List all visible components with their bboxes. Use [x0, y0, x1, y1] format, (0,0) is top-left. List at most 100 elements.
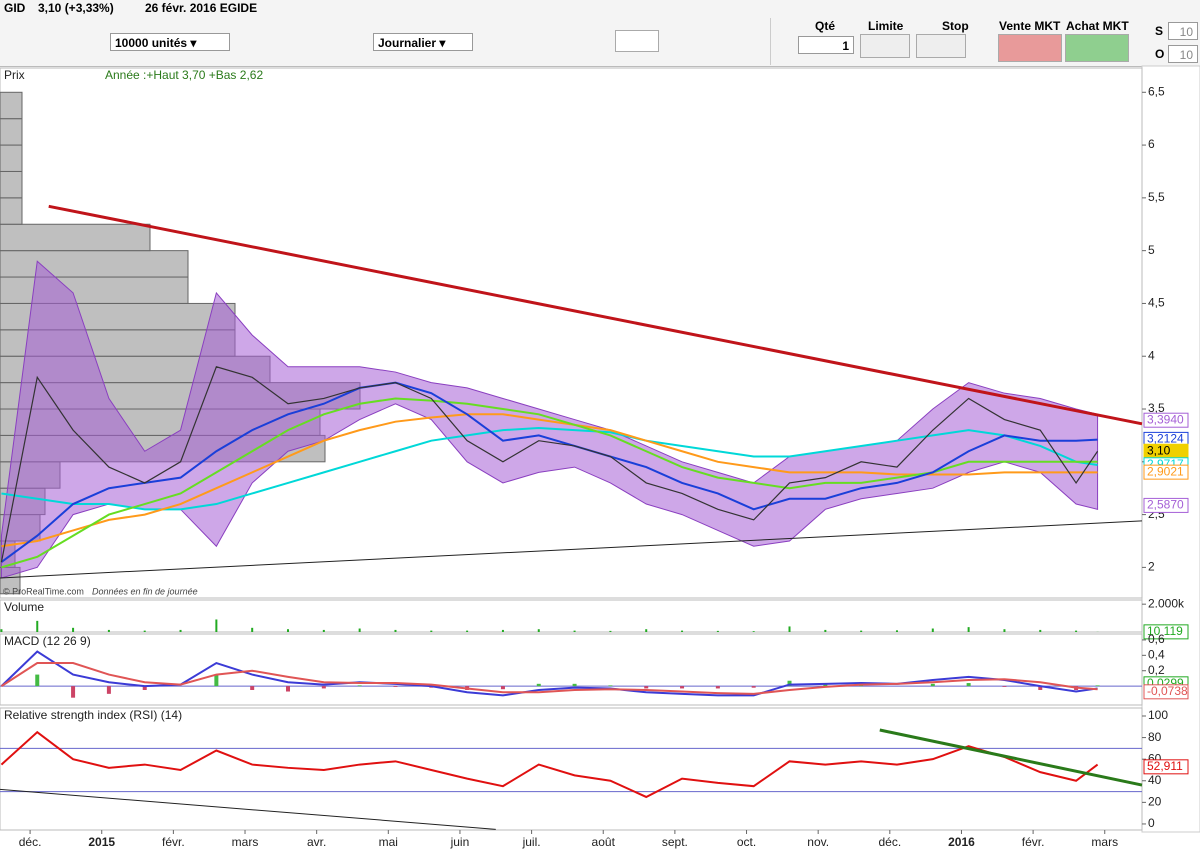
- qty-input[interactable]: 1: [798, 36, 854, 54]
- chart-type-button[interactable]: [615, 30, 659, 52]
- volume-bar: [1003, 629, 1006, 632]
- x-tick-label: oct.: [737, 835, 756, 849]
- volume-bar: [107, 629, 110, 632]
- sell-button[interactable]: [998, 34, 1062, 62]
- macd-histogram: [286, 686, 291, 692]
- value-badge-label: 3,2124: [1147, 432, 1184, 446]
- o-input[interactable]: 10: [1168, 45, 1198, 63]
- volume-bar: [931, 628, 934, 632]
- value-badge: [1143, 684, 1189, 700]
- value-badge-label: 52,911: [1147, 759, 1183, 773]
- y-tick-label: 5: [1148, 243, 1155, 257]
- credit: © ProRealTime.com: [3, 586, 84, 596]
- y-tick-label: 80: [1148, 730, 1162, 744]
- panel-title: Prix: [4, 68, 25, 82]
- symbol: GID: [4, 1, 26, 15]
- volume-bar: [788, 626, 791, 632]
- x-tick-label: nov.: [807, 835, 829, 849]
- series-line: [0, 381, 1098, 563]
- panel-title: Volume: [4, 600, 44, 614]
- x-tick-label: 2016: [948, 835, 975, 849]
- volume-bar: [215, 619, 218, 632]
- volume-bar: [967, 627, 970, 632]
- volume-bar: [573, 630, 576, 632]
- y-tick-label: 2.000k: [1148, 596, 1185, 610]
- macd-histogram: [106, 686, 111, 694]
- macd-histogram: [250, 686, 255, 690]
- s-label: S: [1155, 24, 1164, 38]
- s-input[interactable]: 10: [1168, 22, 1198, 40]
- value-badge-label: 10 119: [1147, 624, 1183, 638]
- x-tick-label: déc.: [19, 835, 42, 849]
- macd-histogram: [608, 685, 613, 687]
- macd-histogram: [214, 674, 219, 687]
- trendline: [0, 788, 496, 830]
- volume-bar: [752, 631, 755, 632]
- volume-bar: [143, 630, 146, 632]
- volume-bar: [179, 629, 182, 632]
- macd-histogram: [966, 683, 971, 687]
- series-line: [0, 662, 1098, 695]
- volume-bar: [251, 627, 254, 632]
- x-tick-label: févr.: [1022, 835, 1045, 849]
- period-select[interactable]: Journalier ▾: [373, 33, 473, 51]
- y-tick-label: 6: [1148, 137, 1155, 151]
- macd-histogram: [1095, 685, 1100, 687]
- volume-bar: [1075, 630, 1078, 632]
- y-tick-label: 100: [1148, 708, 1168, 722]
- volume-bar: [287, 629, 290, 632]
- x-tick-label: févr.: [162, 835, 185, 849]
- volume-bar: [824, 629, 827, 632]
- trendline: [0, 520, 1143, 579]
- y-tick-label: 20: [1148, 795, 1162, 809]
- stop-button[interactable]: [916, 34, 966, 58]
- x-tick-label: mars: [1091, 835, 1118, 849]
- macd-histogram: [1038, 686, 1043, 690]
- macd-histogram: [715, 686, 720, 689]
- x-tick-label: déc.: [878, 835, 901, 849]
- period: Journalier: [378, 36, 437, 50]
- volume-profile-bar: [0, 91, 23, 120]
- y-tick-label: 0,6: [1148, 632, 1165, 646]
- buy-label: Achat MKT: [1066, 19, 1129, 33]
- sell-label: Vente MKT: [999, 19, 1061, 33]
- volume-bar: [681, 630, 684, 632]
- volume-profile-bar: [0, 197, 23, 225]
- value-badge-label: 3,10: [1147, 443, 1171, 457]
- volume-bar: [0, 629, 3, 632]
- s-value: 10: [1179, 25, 1193, 39]
- y-tick-label: 2: [1148, 560, 1155, 574]
- credit-note: Données en fin de journée: [92, 586, 198, 596]
- panel-title: MACD (12 26 9): [4, 634, 91, 648]
- y-tick-label: 0: [1148, 816, 1155, 830]
- trendline: [879, 728, 1143, 787]
- macd-histogram: [321, 686, 326, 689]
- volume-bar: [72, 627, 75, 632]
- value-badge: [1143, 464, 1189, 480]
- volume-profile-bar: [0, 223, 151, 252]
- buy-button[interactable]: [1065, 34, 1129, 62]
- volume-profile-bar: [0, 170, 23, 199]
- panel-frame: [0, 599, 1143, 633]
- volume-bar: [36, 620, 39, 632]
- macd-histogram: [787, 680, 792, 687]
- limit-button[interactable]: [860, 34, 910, 58]
- order-panel: [770, 18, 1137, 65]
- value-badge-label: -0,0738: [1147, 684, 1188, 698]
- volume-bar: [895, 630, 898, 632]
- y-tick-label: 40: [1148, 773, 1162, 787]
- units-select[interactable]: 10000 unités ▾: [110, 33, 230, 51]
- macd-histogram: [1002, 686, 1007, 687]
- panel-frame: [0, 707, 1143, 831]
- macd-histogram: [930, 683, 935, 687]
- volume-bar: [860, 630, 863, 632]
- volume-profile-bar: [0, 250, 189, 278]
- volume-bar: [645, 629, 648, 632]
- value-badge: [1143, 759, 1189, 775]
- x-tick-label: juil.: [522, 835, 541, 849]
- x-tick-label: juin: [450, 835, 470, 849]
- panel-frame: [0, 67, 1143, 599]
- volume-bar: [716, 630, 719, 632]
- macd-histogram: [644, 686, 649, 689]
